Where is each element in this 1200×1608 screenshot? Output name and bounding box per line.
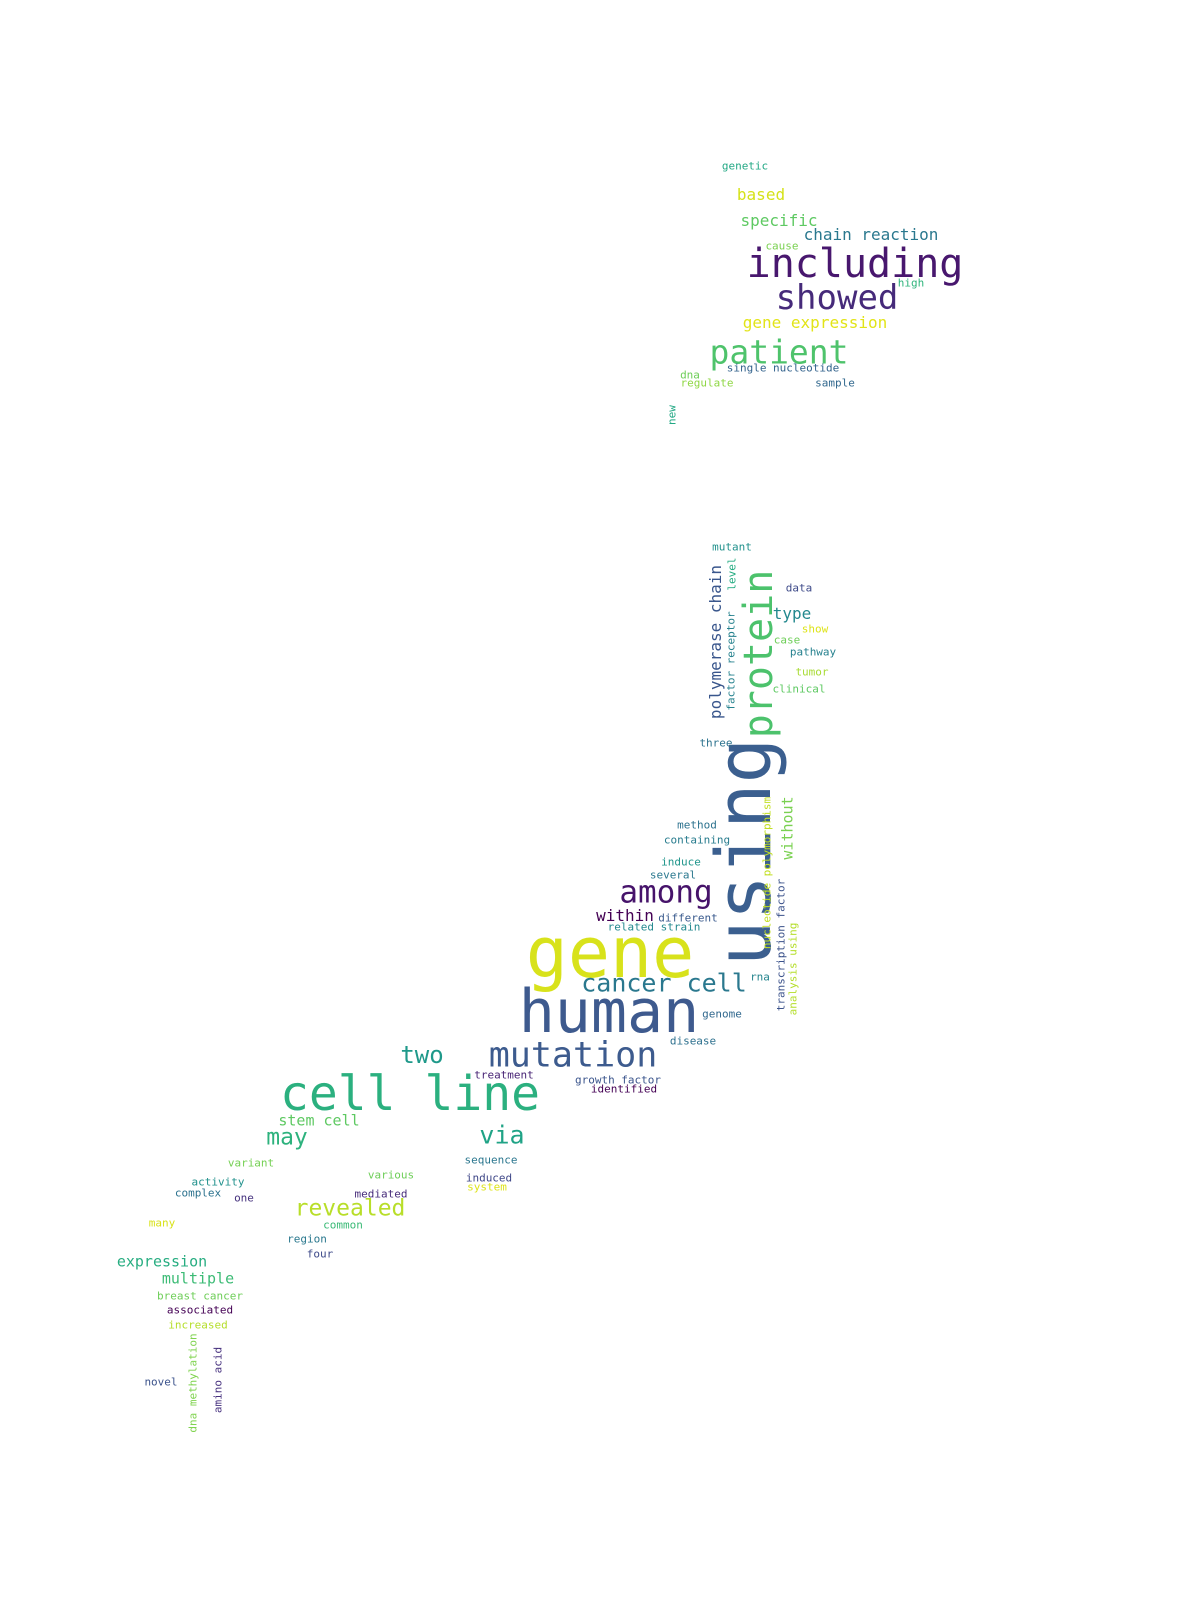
word-cause: cause	[765, 239, 799, 253]
word-complex: complex	[174, 1186, 222, 1200]
word-expression: expression	[116, 1252, 208, 1271]
word-new: new	[665, 405, 679, 425]
word-dna: dna	[680, 368, 700, 382]
word-without: without	[778, 796, 797, 860]
word-high: high	[897, 276, 925, 290]
word-growth-factor: growth factor	[574, 1073, 662, 1087]
word-show: show	[801, 622, 829, 636]
word-rna: rna	[750, 970, 770, 984]
word-cell-line: cell line	[279, 1066, 541, 1122]
word-chain-reaction: chain reaction	[803, 225, 939, 244]
word-specific: specific	[740, 211, 818, 230]
word-variant: variant	[227, 1156, 275, 1170]
word-related-strain: related strain	[607, 920, 701, 934]
word-amino-acid: amino acid	[211, 1346, 225, 1414]
word-factor-receptor: factor receptor	[724, 611, 738, 711]
word-protein: protein	[736, 569, 782, 739]
word-associated: associated	[166, 1303, 234, 1317]
word-method: method	[677, 818, 717, 832]
word-different: different	[658, 911, 718, 925]
word-sample: sample	[815, 376, 855, 390]
word-dna-methylation: dna methylation	[186, 1333, 200, 1433]
word-data: data	[785, 581, 813, 595]
word-containing: containing	[663, 833, 731, 847]
word-nucleotide-polymorphism: nucleotide polymorphism	[760, 796, 774, 950]
word-case: case	[773, 633, 801, 647]
word-may: may	[266, 1124, 308, 1151]
word-type: type	[772, 604, 812, 623]
word-polymerase-chain: polymerase chain	[706, 564, 725, 720]
word-induce: induce	[661, 855, 701, 869]
word-genome: genome	[702, 1007, 742, 1021]
word-three: three	[699, 736, 733, 750]
word-clinical: clinical	[772, 682, 826, 696]
word-induced: induced	[465, 1171, 513, 1185]
word-four: four	[306, 1247, 334, 1261]
word-several: several	[649, 868, 697, 882]
word-common: common	[323, 1218, 363, 1232]
word-increased: increased	[168, 1318, 228, 1332]
word-tumor: tumor	[795, 665, 829, 679]
word-patient: patient	[709, 332, 849, 372]
word-level: level	[725, 557, 739, 591]
word-among: among	[619, 874, 713, 911]
word-regulate: regulate	[680, 376, 734, 390]
word-many: many	[148, 1216, 176, 1230]
word-multiple: multiple	[161, 1269, 235, 1288]
word-gene: gene	[525, 912, 695, 994]
word-showed: showed	[775, 278, 899, 318]
word-system: system	[467, 1180, 507, 1194]
word-within: within	[596, 906, 654, 925]
word-analysis-using: analysis using	[786, 922, 800, 1016]
word-gene-expression: gene expression	[742, 313, 888, 332]
word-stem-cell: stem cell	[278, 1111, 360, 1130]
word-mediated: mediated	[354, 1187, 408, 1201]
word-mutation: mutation	[488, 1035, 658, 1076]
word-region: region	[287, 1232, 327, 1246]
word-two: two	[400, 1041, 444, 1069]
word-transcription-factor: transcription factor	[774, 878, 788, 1012]
word-one: one	[234, 1191, 254, 1205]
word-human: human	[518, 977, 700, 1047]
word-sequence: sequence	[464, 1153, 518, 1167]
word-various: various	[367, 1168, 415, 1182]
word-based: based	[736, 185, 786, 204]
word-genetic: genetic	[721, 159, 769, 173]
word-mutant: mutant	[712, 540, 752, 554]
word-breast-cancer: breast cancer	[156, 1289, 244, 1303]
word-novel: novel	[144, 1375, 178, 1389]
word-single-nucleotide: single nucleotide	[726, 361, 840, 375]
word-activity: activity	[191, 1175, 245, 1189]
word-via: via	[479, 1120, 525, 1150]
word-disease: disease	[669, 1034, 717, 1048]
word-cancer-cell: cancer cell	[581, 968, 747, 998]
word-pathway: pathway	[789, 645, 837, 659]
word-revealed: revealed	[294, 1195, 406, 1222]
word-treatment: treatment	[474, 1068, 534, 1082]
word-including: including	[746, 241, 964, 287]
word-identified: identified	[590, 1082, 658, 1096]
